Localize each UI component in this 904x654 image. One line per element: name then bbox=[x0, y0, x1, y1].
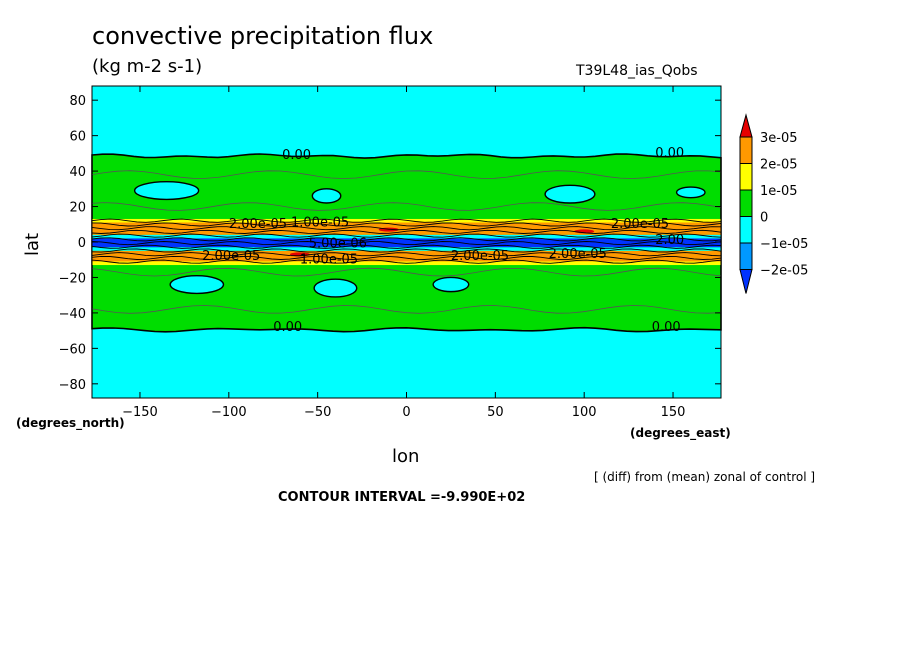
contour-line-tropical-1 bbox=[91, 222, 722, 227]
y-tick-label--80: −80 bbox=[59, 378, 86, 393]
y-tick-label-40: 40 bbox=[69, 165, 86, 180]
colorbar-label-5: −2e-05 bbox=[760, 264, 808, 279]
cyan-patch-3 bbox=[675, 186, 706, 199]
contour-line-tropical-3 bbox=[91, 229, 722, 234]
band-blue-equator bbox=[92, 238, 721, 248]
colorbar-label-3: 0 bbox=[760, 211, 768, 226]
x-tick-label--100: −100 bbox=[211, 405, 247, 420]
contour-line-tropical-8 bbox=[91, 248, 722, 253]
contour-line-thin-2 bbox=[91, 267, 722, 277]
x-tick-label--150: −150 bbox=[122, 405, 158, 420]
contour-label-7: 2.00e-05 bbox=[202, 249, 260, 264]
contour-line-tropical-0 bbox=[91, 218, 722, 223]
colorbar-label-4: −1e-05 bbox=[760, 237, 808, 252]
contour-label-10: 2.00e-05 bbox=[549, 247, 607, 262]
chart-title: convective precipitation flux bbox=[92, 22, 434, 50]
contour-line-tropical-11 bbox=[91, 259, 722, 264]
contour-interval-label: CONTOUR INTERVAL =-9.990E+02 bbox=[278, 490, 526, 505]
y-tick-label--40: −40 bbox=[59, 307, 86, 322]
run-id-label: T39L48_ias_Qobs bbox=[576, 63, 698, 79]
colorbar-arrow-top bbox=[739, 113, 753, 138]
cyan-patch-5 bbox=[313, 278, 358, 298]
band-yellow-north bbox=[92, 218, 721, 225]
contour-line-tropical-9 bbox=[91, 252, 722, 257]
x-axis-label: lon bbox=[392, 446, 420, 467]
contour-label-5: 2.00e-05 bbox=[229, 217, 287, 232]
contour-label-0: 0.00 bbox=[282, 148, 311, 163]
colorbar-segment-1 bbox=[739, 136, 753, 164]
colorbar-label-2: 1e-05 bbox=[760, 184, 798, 199]
cyan-patch-0 bbox=[133, 181, 200, 201]
band-cyan-north bbox=[92, 234, 721, 239]
contour-label-6: 2.00e-05 bbox=[611, 217, 669, 232]
y-tick-label--60: −60 bbox=[59, 342, 86, 357]
y-tick-label--20: −20 bbox=[59, 271, 86, 286]
contour-line-tropical-4 bbox=[91, 233, 722, 238]
contour-line-tropical-5 bbox=[91, 237, 722, 242]
x-tick-label-100: 100 bbox=[572, 405, 597, 420]
contour-label-1: 0.00 bbox=[655, 146, 684, 161]
x-tick-label-150: 150 bbox=[661, 405, 686, 420]
chart-units: (kg m-2 s-1) bbox=[92, 56, 203, 77]
y-tick-label-60: 60 bbox=[69, 130, 86, 145]
contour-label-8: 1.00e-05 bbox=[300, 253, 358, 268]
colorbar-label-1: 2e-05 bbox=[760, 158, 798, 173]
cyan-patch-6 bbox=[432, 276, 470, 293]
x-axis-units: (degrees_east) bbox=[630, 426, 731, 440]
cyan-patch-1 bbox=[311, 188, 342, 204]
contour-line-thin-0 bbox=[91, 170, 722, 179]
contour-line-thin-3 bbox=[91, 305, 722, 314]
colorbar-segment-3 bbox=[739, 189, 753, 217]
contour-label-12: 2.00 bbox=[655, 233, 684, 248]
y-axis-units: (degrees_north) bbox=[16, 416, 125, 430]
x-tick-label-50: 50 bbox=[487, 405, 504, 420]
contour-label-9: 2.00e-05 bbox=[451, 249, 509, 264]
contour-line-tropical-7 bbox=[91, 244, 722, 249]
contour-label-3: 0.00 bbox=[652, 320, 681, 335]
colorbar-arrow-bottom bbox=[739, 269, 753, 294]
contour-line-tropical-10 bbox=[91, 255, 722, 260]
y-tick-label-80: 80 bbox=[69, 94, 86, 109]
contour-line-thin-1 bbox=[91, 202, 722, 211]
band-orange-south bbox=[92, 250, 721, 262]
colorbar-segment-5 bbox=[739, 242, 753, 270]
x-tick-label-0: 0 bbox=[402, 405, 410, 420]
contour-label-2: 0.00 bbox=[273, 320, 302, 335]
colorbar-segment-2 bbox=[739, 163, 753, 191]
y-axis-label: lat bbox=[22, 232, 43, 256]
diff-note: [ (diff) from (mean) zonal of control ] bbox=[594, 470, 816, 484]
y-tick-label-0: 0 bbox=[78, 236, 86, 251]
contour-label-4: 1.00e-05 bbox=[291, 215, 349, 230]
y-tick-label-20: 20 bbox=[69, 201, 86, 216]
colorbar-segment-4 bbox=[739, 216, 753, 244]
cyan-patch-2 bbox=[544, 184, 596, 204]
contour-line-tropical-2 bbox=[91, 226, 722, 231]
contour-label-11: 5.00e-06 bbox=[309, 237, 367, 252]
contour-line-tropical-6 bbox=[91, 241, 722, 246]
x-tick-label--50: −50 bbox=[304, 405, 331, 420]
cyan-patch-4 bbox=[169, 274, 225, 295]
colorbar-label-0: 3e-05 bbox=[760, 131, 798, 146]
